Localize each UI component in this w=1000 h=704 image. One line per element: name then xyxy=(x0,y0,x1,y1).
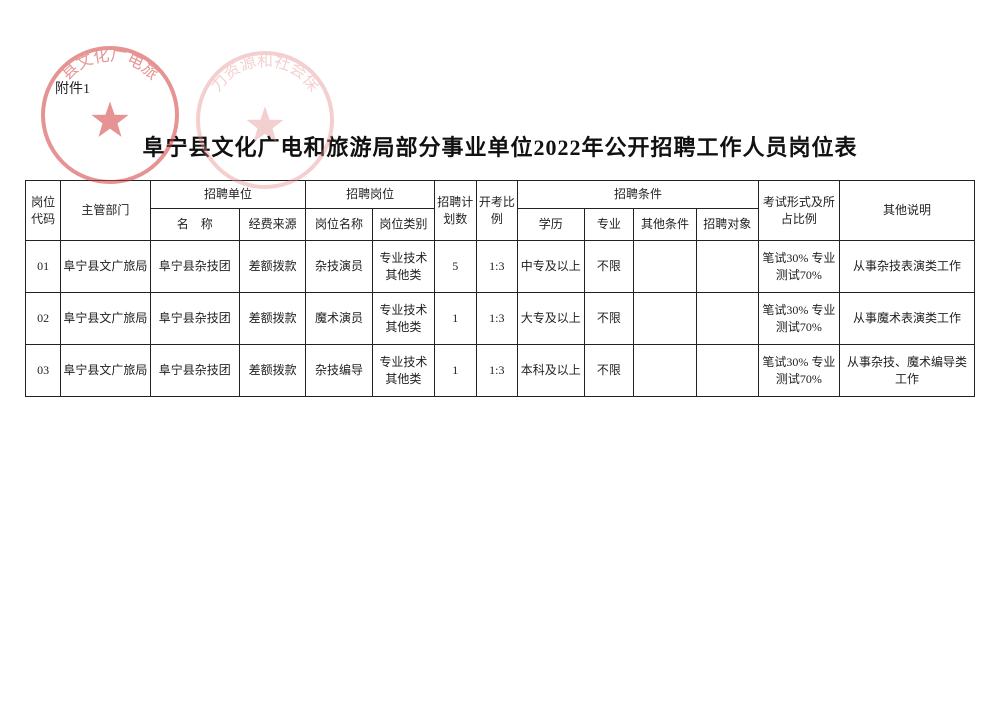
table-row: 02阜宁县文广旅局阜宁县杂技团差额拨款魔术演员专业技术其他类11:3大专及以上不… xyxy=(26,293,975,345)
th-cond-target: 招聘对象 xyxy=(696,209,758,241)
cell-plan: 1 xyxy=(435,345,477,397)
cell-major: 不限 xyxy=(584,345,634,397)
th-code: 岗位代码 xyxy=(26,181,61,241)
th-post-name: 岗位名称 xyxy=(306,209,372,241)
official-seal-left: 县文化广电旅 xyxy=(40,45,180,185)
svg-text:力资源和社会保: 力资源和社会保 xyxy=(207,52,323,95)
cell-post_name: 魔术演员 xyxy=(306,293,372,345)
cell-fund: 差额拨款 xyxy=(239,241,305,293)
cell-major: 不限 xyxy=(584,293,634,345)
official-seal-right: 力资源和社会保 xyxy=(195,50,335,190)
cell-other xyxy=(634,293,696,345)
cell-post_type: 专业技术其他类 xyxy=(372,293,434,345)
cell-post_name: 杂技演员 xyxy=(306,241,372,293)
table-row: 01阜宁县文广旅局阜宁县杂技团差额拨款杂技演员专业技术其他类51:3中专及以上不… xyxy=(26,241,975,293)
cell-unit: 阜宁县杂技团 xyxy=(150,241,239,293)
table-row: 03阜宁县文广旅局阜宁县杂技团差额拨款杂技编导专业技术其他类11:3本科及以上不… xyxy=(26,345,975,397)
cell-unit: 阜宁县杂技团 xyxy=(150,293,239,345)
cell-ratio: 1:3 xyxy=(476,241,518,293)
cell-note: 从事魔术表演类工作 xyxy=(839,293,974,345)
th-unit-name: 名 称 xyxy=(150,209,239,241)
th-post-type: 岗位类别 xyxy=(372,209,434,241)
cell-exam: 笔试30% 专业测试70% xyxy=(758,241,839,293)
th-note: 其他说明 xyxy=(839,181,974,241)
cell-major: 不限 xyxy=(584,241,634,293)
cell-post_type: 专业技术其他类 xyxy=(372,345,434,397)
document-title: 阜宁县文化广电和旅游局部分事业单位2022年公开招聘工作人员岗位表 xyxy=(25,130,975,162)
cell-exam: 笔试30% 专业测试70% xyxy=(758,293,839,345)
cell-fund: 差额拨款 xyxy=(239,345,305,397)
attachment-label: 附件1 xyxy=(55,78,90,98)
cell-exam: 笔试30% 专业测试70% xyxy=(758,345,839,397)
cell-dept: 阜宁县文广旅局 xyxy=(61,241,150,293)
cell-edu: 本科及以上 xyxy=(518,345,584,397)
th-dept: 主管部门 xyxy=(61,181,150,241)
cell-ratio: 1:3 xyxy=(476,293,518,345)
th-cond-other: 其他条件 xyxy=(634,209,696,241)
document-page: 县文化广电旅 力资源和社会保 附件1 阜宁县文化广电和旅游局部分事业单位2022… xyxy=(0,0,1000,704)
cell-post_type: 专业技术其他类 xyxy=(372,241,434,293)
th-ratio: 开考比例 xyxy=(476,181,518,241)
cell-post_name: 杂技编导 xyxy=(306,345,372,397)
cell-note: 从事杂技表演类工作 xyxy=(839,241,974,293)
cell-plan: 1 xyxy=(435,293,477,345)
cell-plan: 5 xyxy=(435,241,477,293)
cell-code: 03 xyxy=(26,345,61,397)
th-unit-fund: 经费来源 xyxy=(239,209,305,241)
table-body: 01阜宁县文广旅局阜宁县杂技团差额拨款杂技演员专业技术其他类51:3中专及以上不… xyxy=(26,241,975,397)
cell-target xyxy=(696,241,758,293)
cell-dept: 阜宁县文广旅局 xyxy=(61,293,150,345)
th-exam: 考试形式及所占比例 xyxy=(758,181,839,241)
cell-target xyxy=(696,345,758,397)
th-cond-edu: 学历 xyxy=(518,209,584,241)
cell-ratio: 1:3 xyxy=(476,345,518,397)
cell-target xyxy=(696,293,758,345)
cell-other xyxy=(634,241,696,293)
cell-unit: 阜宁县杂技团 xyxy=(150,345,239,397)
cell-other xyxy=(634,345,696,397)
cell-code: 01 xyxy=(26,241,61,293)
cell-code: 02 xyxy=(26,293,61,345)
cell-note: 从事杂技、魔术编导类工作 xyxy=(839,345,974,397)
job-posting-table: 岗位代码 主管部门 招聘单位 招聘岗位 招聘计划数 开考比例 招聘条件 考试形式… xyxy=(25,180,975,397)
cell-edu: 中专及以上 xyxy=(518,241,584,293)
cell-fund: 差额拨款 xyxy=(239,293,305,345)
cell-edu: 大专及以上 xyxy=(518,293,584,345)
th-cond-major: 专业 xyxy=(584,209,634,241)
th-unit-group: 招聘单位 xyxy=(150,181,306,209)
th-plan: 招聘计划数 xyxy=(435,181,477,241)
th-post-group: 招聘岗位 xyxy=(306,181,435,209)
cell-dept: 阜宁县文广旅局 xyxy=(61,345,150,397)
th-cond-group: 招聘条件 xyxy=(518,181,759,209)
